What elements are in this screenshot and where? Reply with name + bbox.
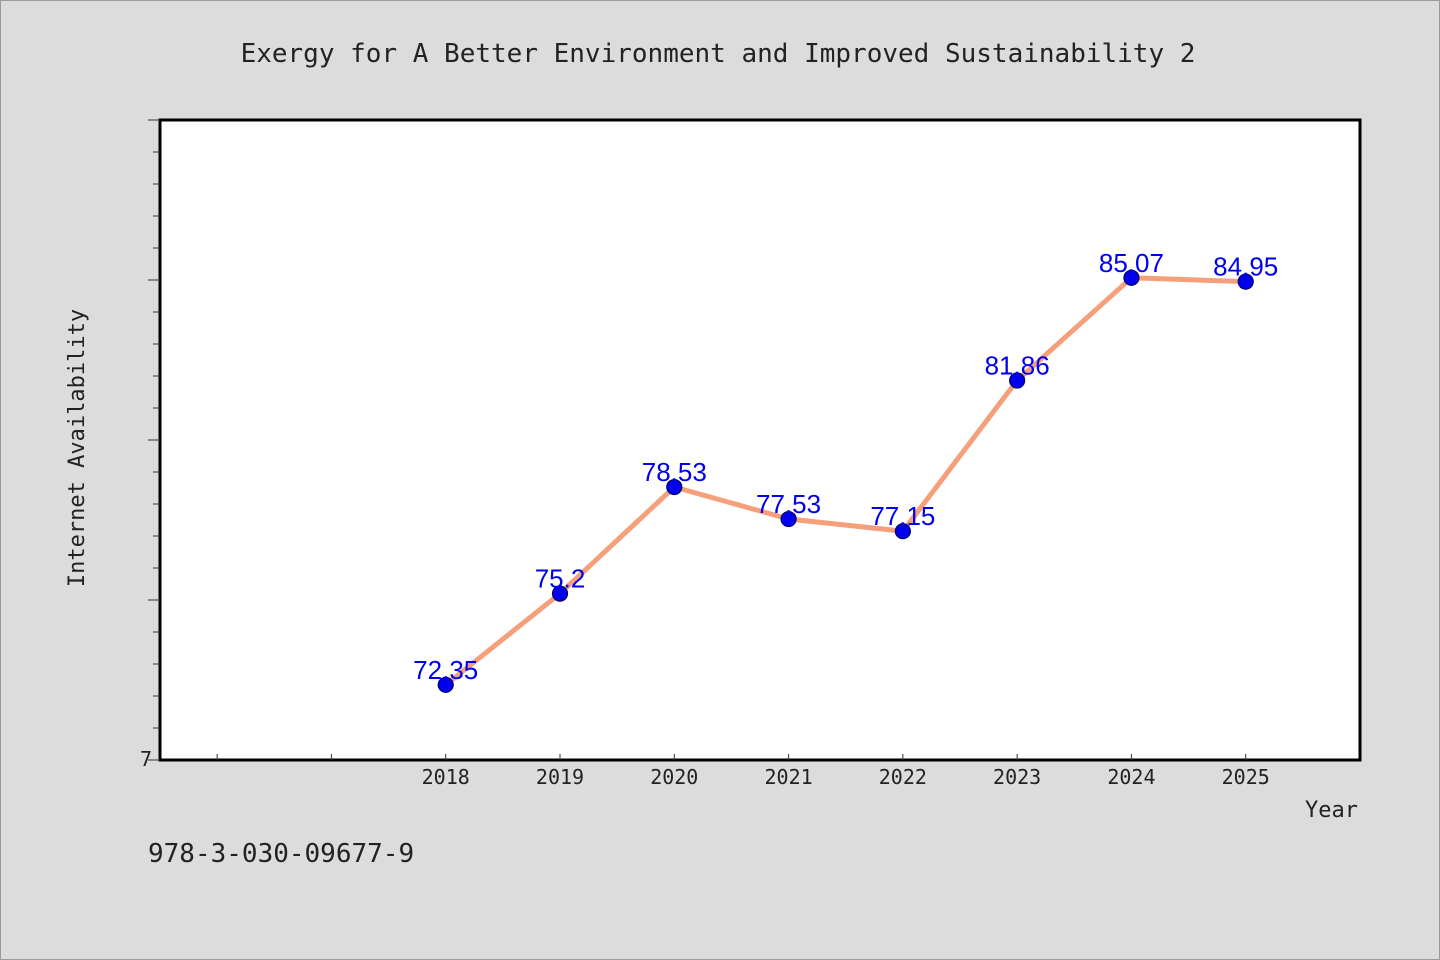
- series-line-group: [443, 275, 1249, 688]
- data-point: [437, 676, 454, 693]
- data-label: 78.53: [642, 457, 707, 487]
- x-tick-label: 2021: [764, 765, 812, 789]
- data-markers: [437, 269, 1254, 693]
- x-tick-label: 2019: [536, 765, 584, 789]
- x-tick-label: 2022: [879, 765, 927, 789]
- plot-area: [158, 118, 1362, 762]
- series-line: [443, 275, 1249, 688]
- data-label: 75.2: [535, 564, 586, 594]
- data-labels: 72.35 75.2 78.53 77.53 77.15 81.86 85.07 84.95: [413, 248, 1278, 685]
- data-point: [1237, 273, 1254, 290]
- data-label: 77.53: [756, 489, 821, 519]
- data-point: [666, 478, 683, 496]
- x-axis-title: Year: [1305, 798, 1358, 823]
- data-point: [894, 523, 911, 540]
- data-point: [1009, 372, 1026, 389]
- data-label: 84.95: [1213, 252, 1278, 282]
- chart-title: Exergy for A Better Environment and Impr…: [241, 39, 1196, 69]
- x-tick-label: 2020: [650, 765, 698, 789]
- y-axis-title: Internet Availability: [65, 309, 90, 587]
- data-label: 72.35: [413, 655, 478, 685]
- x-tick-label: 2025: [1222, 765, 1270, 789]
- data-label: 85.07: [1099, 248, 1164, 278]
- data-label: 81.86: [985, 350, 1050, 380]
- data-label: 77.15: [870, 501, 935, 531]
- data-point: [551, 585, 569, 602]
- x-tick-label: 2024: [1107, 765, 1155, 789]
- x-tick-label: 2018: [422, 765, 470, 789]
- data-point: [1123, 269, 1140, 286]
- x-tick-label: 2023: [993, 765, 1041, 789]
- isbn-text: 978-3-030-09677-9: [148, 839, 414, 869]
- x-axis-ticks: 2018 2019 2020 2021 2022 2023 2024 2025: [216, 754, 1270, 789]
- data-point: [780, 510, 797, 528]
- y-axis-ticks: 7: [140, 119, 160, 771]
- y-tick-label: 7: [140, 747, 152, 771]
